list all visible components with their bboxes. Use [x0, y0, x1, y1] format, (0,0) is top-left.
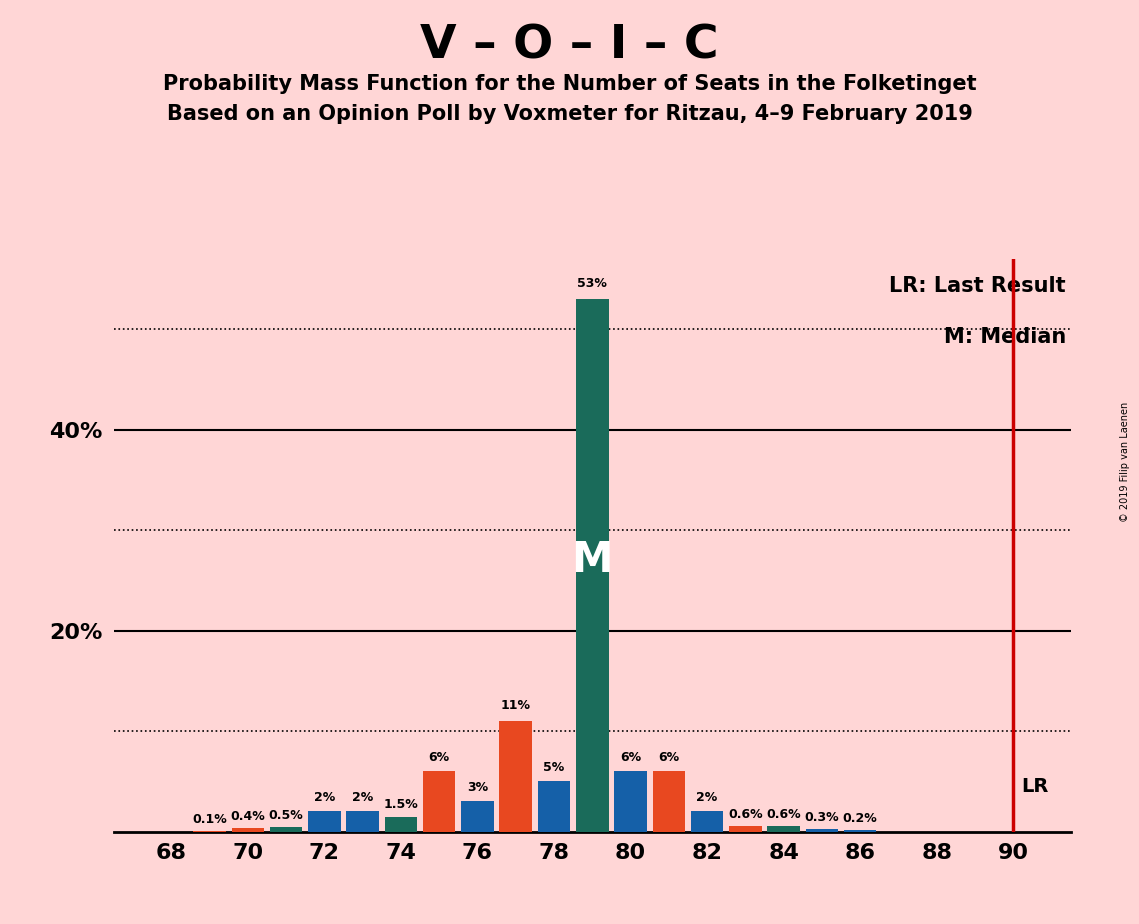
Text: 0.3%: 0.3% [804, 810, 839, 823]
Text: 1.5%: 1.5% [384, 798, 418, 811]
Bar [423, 772, 456, 832]
Text: 0.6%: 0.6% [728, 808, 763, 821]
Text: 0.1%: 0.1% [192, 812, 227, 825]
Bar [309, 811, 341, 832]
Text: 0.5%: 0.5% [269, 808, 303, 821]
Text: 0.4%: 0.4% [230, 809, 265, 822]
Bar [461, 801, 493, 832]
Text: Probability Mass Function for the Number of Seats in the Folketinget: Probability Mass Function for the Number… [163, 74, 976, 94]
Text: © 2019 Filip van Laenen: © 2019 Filip van Laenen [1120, 402, 1130, 522]
Text: 0.2%: 0.2% [843, 811, 877, 824]
Text: LR: LR [1021, 777, 1048, 796]
Text: 3%: 3% [467, 782, 487, 795]
Bar [346, 811, 379, 832]
Text: 0.6%: 0.6% [767, 808, 801, 821]
Bar [768, 825, 800, 832]
Bar [691, 811, 723, 832]
Bar [844, 830, 876, 832]
Text: Based on an Opinion Poll by Voxmeter for Ritzau, 4–9 February 2019: Based on an Opinion Poll by Voxmeter for… [166, 104, 973, 125]
Text: 6%: 6% [658, 751, 679, 764]
Text: 53%: 53% [577, 277, 607, 290]
Text: 2%: 2% [352, 792, 374, 805]
Bar [500, 721, 532, 832]
Text: 2%: 2% [696, 792, 718, 805]
Bar [653, 772, 685, 832]
Bar [538, 782, 571, 832]
Bar [385, 817, 417, 832]
Bar [805, 829, 838, 832]
Text: 2%: 2% [313, 792, 335, 805]
Text: M: Median: M: Median [943, 327, 1066, 347]
Bar [614, 772, 647, 832]
Bar [231, 828, 264, 832]
Bar [729, 825, 762, 832]
Text: 5%: 5% [543, 761, 565, 774]
Text: 6%: 6% [428, 751, 450, 764]
Text: M: M [572, 540, 613, 581]
Text: 11%: 11% [501, 699, 531, 712]
Text: V – O – I – C: V – O – I – C [420, 23, 719, 68]
Text: LR: Last Result: LR: Last Result [890, 276, 1066, 296]
Bar [194, 831, 226, 832]
Bar [576, 299, 608, 832]
Text: 6%: 6% [620, 751, 641, 764]
Bar [270, 827, 302, 832]
